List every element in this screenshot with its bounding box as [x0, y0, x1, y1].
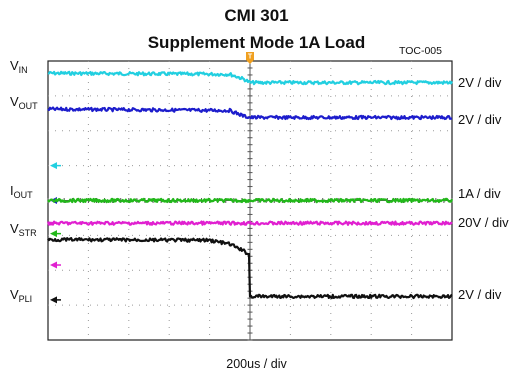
- channel-label-main: V: [10, 221, 19, 237]
- channel-label-sub: IN: [18, 65, 28, 76]
- channel-label-main: V: [10, 94, 19, 110]
- channel-label-in: VIN: [10, 58, 28, 75]
- ground-marker-icon: [50, 296, 57, 304]
- ground-marker-icon: [50, 162, 57, 170]
- trace-v-pli: [47, 237, 453, 300]
- channel-label-main: V: [10, 58, 19, 74]
- ground-marker-icon: [50, 230, 57, 238]
- channel-label-str: VSTR: [10, 221, 37, 238]
- chart-subtitle: Supplement Mode 1A Load: [147, 33, 366, 52]
- chart-title: CMI 301: [224, 6, 289, 25]
- channel-label-sub: OUT: [13, 189, 33, 200]
- channel-label-main: I: [10, 182, 14, 198]
- ground-marker-icon: [50, 261, 57, 269]
- trigger-marker-label: T: [248, 54, 253, 61]
- trace-v-str: [46, 220, 453, 226]
- trace-i-out: [47, 197, 454, 204]
- trace-v-in: [47, 70, 453, 86]
- channel-scale-label: 20V / div: [458, 215, 509, 231]
- channel-label-sub: OUT: [18, 101, 38, 112]
- channel-label-main: V: [10, 287, 19, 303]
- channel-label-out: VOUT: [10, 94, 38, 111]
- trigger-marker-icon: [246, 52, 254, 64]
- trace-v-out: [47, 106, 453, 121]
- channel-scale-label: 2V / div: [458, 112, 502, 128]
- channel-label-sub: PLI: [18, 294, 33, 305]
- figure-id: TOC-005: [399, 45, 442, 57]
- channel-scale-label: 2V / div: [458, 287, 502, 303]
- channel-label-pli: VPLI: [10, 287, 32, 304]
- x-axis-label: 200us / div: [226, 357, 287, 371]
- channel-scale-label: 1A / div: [458, 185, 501, 201]
- channel-label-sub: STR: [18, 228, 37, 239]
- channel-scale-label: 2V / div: [458, 74, 502, 90]
- channel-label-out: IOUT: [10, 183, 33, 200]
